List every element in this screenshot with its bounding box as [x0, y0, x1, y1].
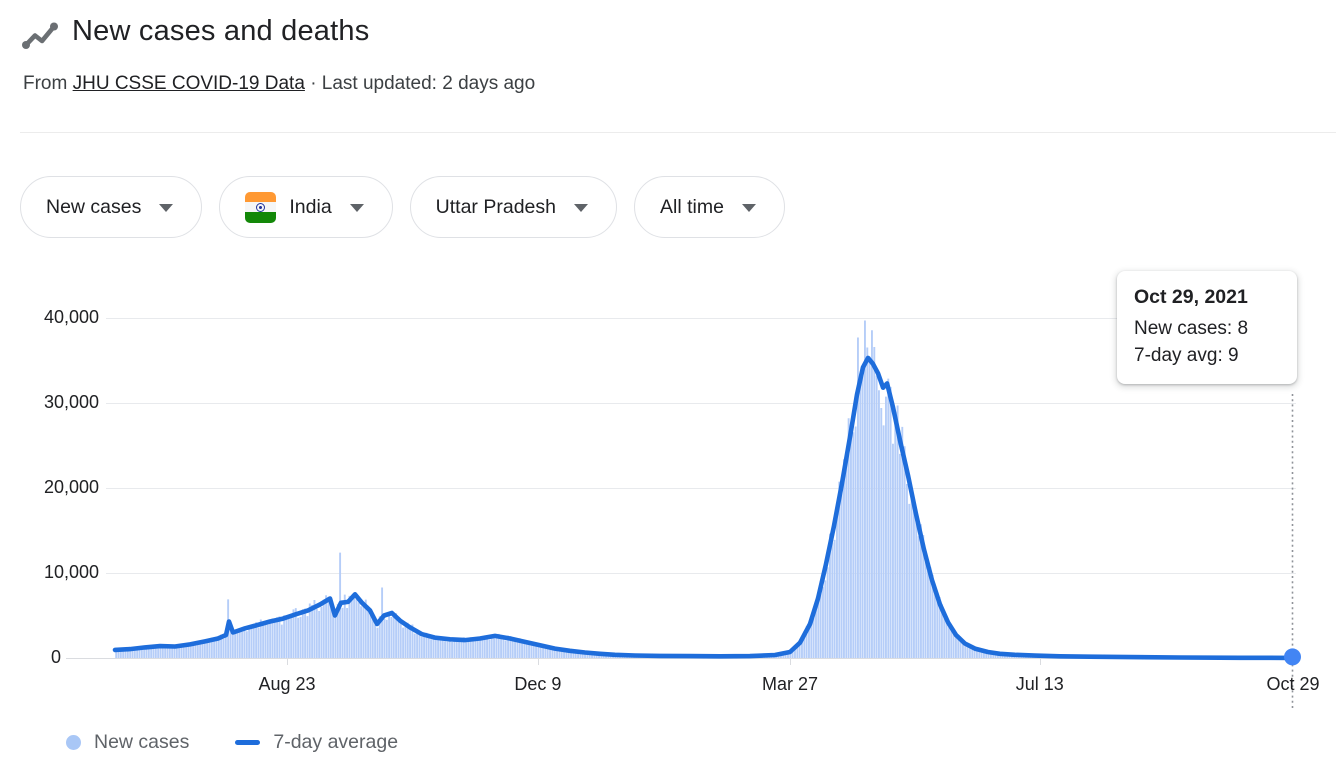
time-range-dropdown[interactable]: All time	[633, 176, 785, 238]
tooltip-new-cases: New cases: 8	[1134, 318, 1249, 339]
flag-green-stripe	[245, 211, 277, 223]
chart-tooltip: Oct 29, 2021 New cases: 8 7-day avg: 9	[1117, 271, 1297, 384]
legend-label: 7-day average	[273, 731, 399, 753]
x-axis-tick-label: Jul 13	[1015, 674, 1064, 694]
new-cases-swatch	[66, 735, 81, 750]
chart-legend: New cases 7-day average	[66, 731, 398, 754]
metric-dropdown[interactable]: New cases	[20, 176, 203, 238]
y-axis-tick-label: 40,000	[43, 307, 99, 327]
trending-chart-icon	[22, 22, 58, 49]
y-axis-tick-label: 30,000	[43, 392, 99, 412]
x-axis-tick-label: Mar 27	[761, 674, 818, 694]
chevron-down-icon	[349, 204, 364, 212]
x-axis-tick-label: Dec 9	[514, 674, 562, 694]
header-divider	[20, 132, 1336, 133]
chevron-down-icon	[159, 204, 174, 212]
seven-day-average-swatch	[235, 740, 261, 745]
tooltip-avg: 7-day avg: 9	[1134, 344, 1239, 366]
filter-chip-row: New cases India Uttar Pradesh All time	[20, 176, 785, 238]
legend-item-7day-average: 7-day average	[235, 731, 398, 754]
x-axis-tick-label: Oct 29	[1266, 674, 1320, 694]
source-link[interactable]: JHU CSSE COVID-19 Data	[72, 73, 305, 94]
last-updated-text: · Last updated: 2 days ago	[310, 73, 536, 94]
y-axis-tick-label: 20,000	[43, 477, 99, 497]
region-dropdown-value: Uttar Pradesh	[435, 195, 556, 218]
chevron-down-icon	[741, 204, 756, 212]
metric-dropdown-value: New cases	[46, 195, 142, 218]
data-source-line: From JHU CSSE COVID-19 Data · Last updat…	[23, 73, 535, 95]
india-flag-icon	[245, 191, 277, 223]
country-dropdown-value: India	[289, 195, 332, 218]
y-axis-tick-label: 10,000	[43, 562, 99, 582]
selected-point-marker[interactable]	[1284, 648, 1301, 666]
region-dropdown[interactable]: Uttar Pradesh	[409, 176, 617, 238]
legend-item-new-cases: New cases	[66, 731, 189, 754]
chevron-down-icon	[573, 204, 588, 212]
source-prefix: From	[23, 73, 68, 94]
legend-label: New cases	[94, 731, 190, 753]
page-title: New cases and deaths	[72, 15, 370, 47]
y-axis-tick-label: 0	[50, 647, 61, 667]
flag-chakra	[256, 202, 266, 212]
tooltip-date: Oct 29, 2021	[1134, 286, 1248, 308]
time-range-dropdown-value: All time	[659, 195, 724, 218]
flag-saffron-stripe	[245, 191, 277, 203]
country-dropdown[interactable]: India	[219, 176, 393, 238]
x-axis-tick-label: Aug 23	[258, 674, 316, 694]
